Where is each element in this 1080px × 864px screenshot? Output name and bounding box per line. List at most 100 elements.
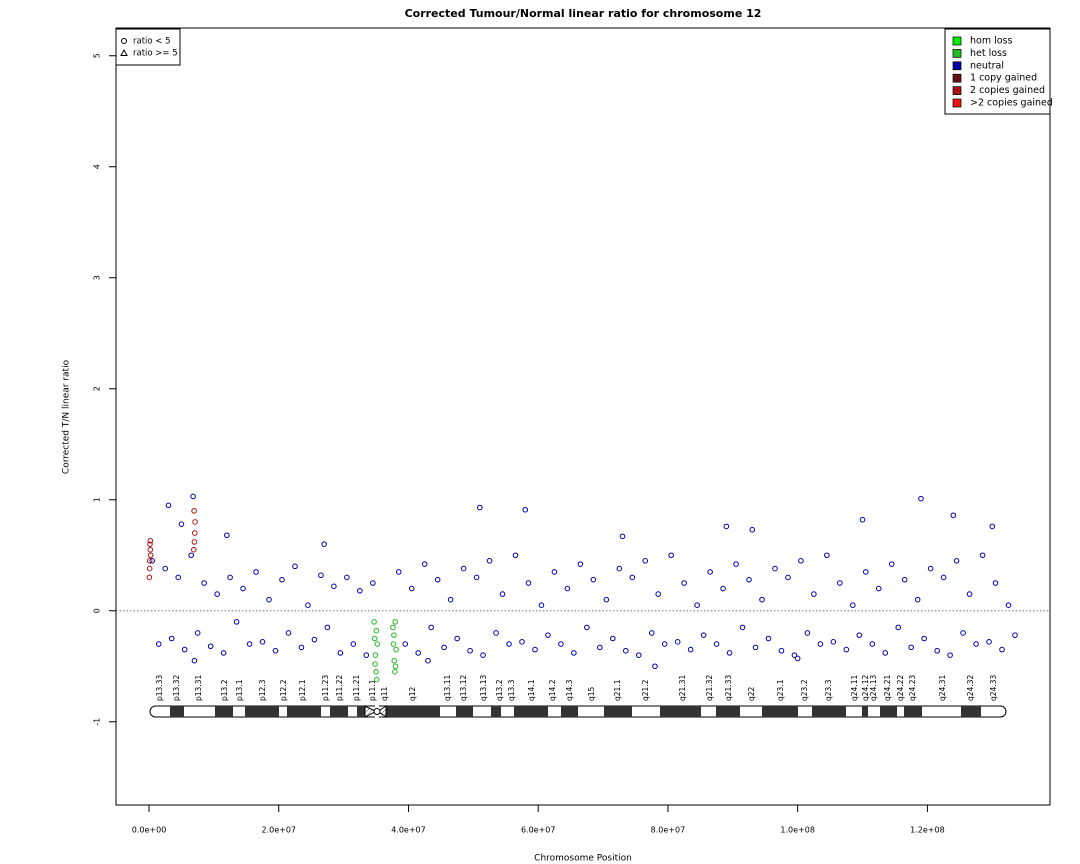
legend-symbol [120, 48, 128, 56]
data-point [373, 676, 380, 683]
data-point [147, 552, 154, 559]
data-point [723, 523, 730, 530]
data-point [687, 646, 694, 653]
band-label: q13.13 [479, 675, 488, 701]
centromere [364, 705, 378, 718]
band-label: q21.32 [705, 675, 714, 701]
legend-label: 2 copies gained [970, 85, 1045, 96]
band-label: p11.21 [352, 675, 361, 701]
band-label: q24.33 [989, 675, 998, 701]
centromere-dot [373, 708, 381, 715]
data-point [425, 657, 431, 664]
legend-swatch [952, 36, 962, 46]
band-label: q13.12 [459, 675, 468, 701]
data-point [392, 663, 399, 670]
band-label: p13.2 [220, 679, 229, 701]
data-point [371, 619, 377, 625]
y-tick-label: 2 [93, 386, 102, 391]
band-label: p11.1 [368, 679, 377, 701]
dark-band [716, 706, 740, 717]
band-label: q14.1 [527, 679, 536, 701]
band-label: q13.3 [507, 679, 516, 701]
band-label: q24.21 [883, 675, 892, 701]
chart-title: Corrected Tumour/Normal linear ratio for… [405, 7, 762, 20]
data-point [619, 533, 626, 540]
dark-band [904, 706, 922, 717]
data-point [986, 639, 992, 645]
dark-band [215, 706, 233, 717]
data-point [739, 624, 746, 631]
data-point [652, 663, 658, 670]
data-point [950, 512, 957, 519]
y-tick-label: 3 [93, 275, 102, 280]
data-point [331, 583, 337, 590]
data-point [191, 530, 198, 536]
data-point [165, 502, 172, 509]
dark-band [245, 706, 279, 717]
data-point [402, 641, 409, 647]
legend-label: 1 copy gained [970, 73, 1037, 84]
data-point [393, 646, 399, 653]
data-point [371, 635, 378, 642]
data-point [392, 669, 398, 675]
dark-band [862, 706, 868, 717]
data-point [246, 641, 253, 647]
band-label: q21.2 [641, 679, 650, 701]
data-point [953, 558, 960, 564]
data-point [390, 624, 396, 631]
data-point [862, 569, 869, 575]
band-label: q11 [380, 686, 389, 701]
data-point [850, 602, 856, 609]
data-point [674, 639, 681, 645]
dark-band [604, 706, 632, 717]
data-point [392, 619, 398, 625]
band-label: q14.2 [548, 679, 557, 701]
data-point [622, 647, 629, 654]
band-label: p13.32 [172, 675, 181, 701]
data-point [772, 565, 778, 572]
data-point [178, 521, 185, 527]
data-point [635, 652, 642, 658]
data-point [798, 558, 804, 564]
y-axis-label: Corrected T/N linear ratio [62, 359, 72, 474]
data-point [162, 565, 169, 572]
data-point [408, 585, 415, 592]
data-point [901, 576, 908, 583]
data-point [279, 576, 285, 583]
shape-legend-box [115, 28, 181, 66]
data-point [147, 538, 154, 544]
data-point [207, 643, 214, 650]
data-point [837, 580, 843, 586]
band-label: p13.1 [235, 679, 244, 701]
data-point [149, 558, 156, 564]
data-point [882, 650, 889, 656]
band-label: q13.2 [495, 679, 504, 701]
data-point [817, 641, 824, 647]
x-tick-label: 8.0e+07 [651, 826, 686, 835]
data-point [746, 576, 752, 583]
data-point [253, 569, 259, 575]
data-point [681, 580, 687, 586]
dark-band [456, 706, 473, 717]
data-point [390, 641, 397, 647]
dark-band [491, 706, 501, 717]
legend-label: het loss [970, 48, 1007, 59]
data-point [305, 602, 311, 609]
data-point [733, 561, 739, 567]
data-point [804, 630, 811, 636]
data-point [785, 574, 791, 581]
band-label: q24.13 [869, 675, 878, 701]
data-point [519, 639, 525, 645]
color-legend-box [944, 28, 1051, 115]
dark-band [660, 706, 701, 717]
data-point [220, 650, 227, 656]
band-label: q24.22 [896, 675, 905, 701]
y-tick-label: 5 [93, 53, 102, 58]
data-point [989, 523, 996, 530]
dark-band [386, 706, 440, 717]
data-point [147, 541, 153, 547]
data-point [391, 657, 398, 664]
data-point [391, 632, 397, 638]
